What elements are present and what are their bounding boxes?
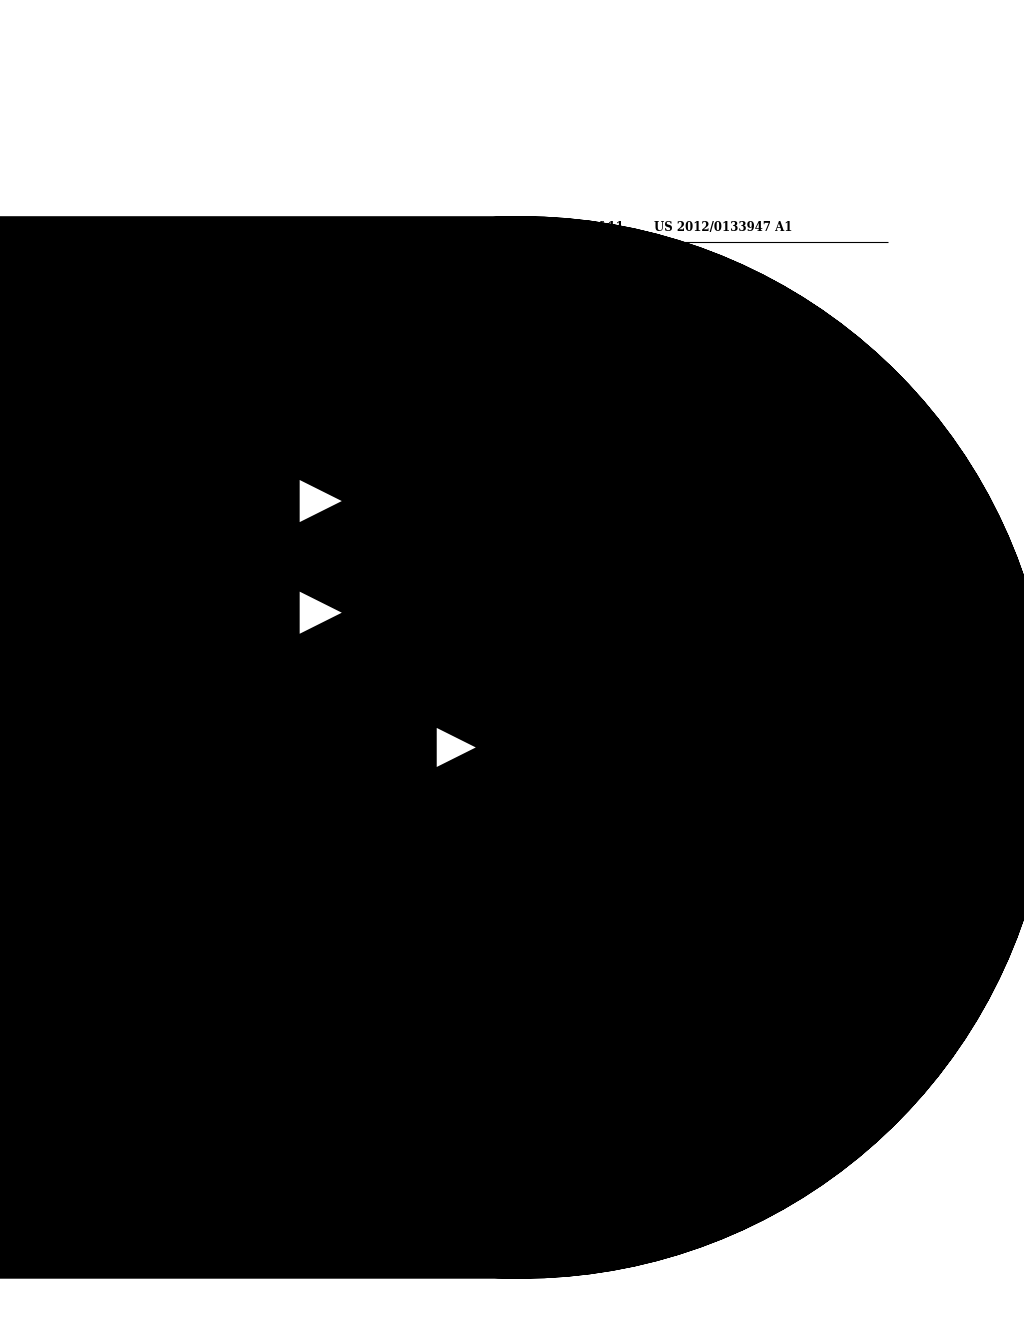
Text: CIRCUIT SIDE: CIRCUIT SIDE — [392, 388, 470, 397]
Circle shape — [355, 610, 361, 615]
Circle shape — [526, 623, 531, 628]
Text: May 31, 2012  Sheet 11 of 11: May 31, 2012 Sheet 11 of 11 — [431, 222, 624, 234]
Text: 7A: 7A — [404, 356, 419, 366]
Bar — [385, 471, 473, 531]
Text: SECOND DRIVING: SECOND DRIVING — [183, 598, 264, 606]
Bar — [178, 586, 269, 639]
Text: TUNABLE INTERFERENCE: TUNABLE INTERFERENCE — [504, 381, 650, 391]
Text: INNER: INNER — [742, 615, 779, 626]
Bar — [403, 682, 518, 780]
Bar — [508, 474, 727, 640]
Text: 74A: 74A — [441, 808, 462, 818]
Text: 72: 72 — [392, 457, 406, 467]
Circle shape — [526, 486, 531, 491]
Text: MOVABLE: MOVABLE — [742, 488, 799, 499]
Circle shape — [415, 744, 421, 750]
Text: VOLTAGE: VOLTAGE — [202, 496, 246, 506]
Text: ~552: ~552 — [535, 579, 563, 590]
Text: ~551: ~551 — [535, 492, 563, 502]
Text: 73: 73 — [392, 569, 406, 578]
Text: SOURCE: SOURCE — [203, 619, 245, 628]
Text: US 2012/0133947 A1: US 2012/0133947 A1 — [654, 222, 793, 234]
Text: 742: 742 — [504, 696, 524, 706]
Text: ELECTRODE: ELECTRODE — [742, 499, 811, 510]
Text: FIG. 11: FIG. 11 — [374, 1015, 487, 1041]
Text: MOVABLE: MOVABLE — [742, 626, 799, 636]
Circle shape — [355, 499, 361, 504]
Bar — [518, 507, 540, 544]
Text: OUTER: OUTER — [742, 478, 782, 487]
Bar — [441, 697, 481, 710]
Text: ~55A: ~55A — [546, 520, 574, 531]
Text: Patent Application Publication: Patent Application Publication — [177, 222, 379, 234]
Bar — [385, 582, 473, 643]
Text: FIRST DRIVING: FIRST DRIVING — [186, 486, 261, 495]
Text: ELECTRODE: ELECTRODE — [742, 638, 811, 647]
Text: 71B: 71B — [206, 647, 226, 656]
Polygon shape — [298, 590, 345, 636]
Text: 546B: 546B — [511, 635, 541, 644]
Text: 731: 731 — [430, 569, 450, 578]
Text: SOURCE: SOURCE — [203, 507, 245, 516]
Text: VOLTAGE: VOLTAGE — [202, 609, 246, 618]
Text: 721: 721 — [430, 457, 450, 467]
Circle shape — [415, 777, 421, 783]
Polygon shape — [435, 726, 478, 770]
Circle shape — [486, 744, 493, 750]
Bar — [178, 475, 269, 527]
Text: (FREQUENCY COUNTER): (FREQUENCY COUNTER) — [575, 748, 715, 758]
Polygon shape — [298, 478, 345, 524]
Text: 73A: 73A — [304, 570, 325, 581]
Text: 546A: 546A — [511, 471, 541, 480]
Text: TO MICROCOMPUTER: TO MICROCOMPUTER — [575, 737, 699, 747]
Text: FILTER SIDE: FILTER SIDE — [543, 392, 611, 403]
Text: 72A: 72A — [304, 459, 325, 469]
Text: 71A: 71A — [206, 535, 226, 545]
